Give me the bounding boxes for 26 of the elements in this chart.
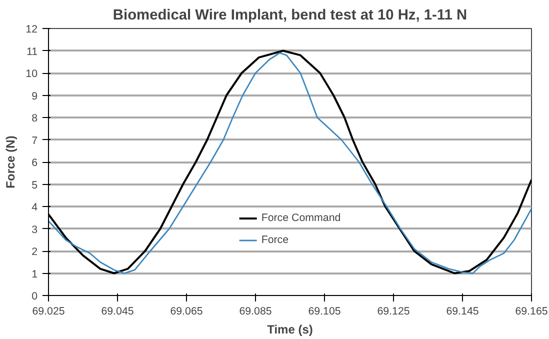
x-tick-label: 69.065 (170, 306, 203, 318)
y-tick-label: 0 (32, 290, 38, 302)
y-tick-label: 3 (32, 224, 38, 236)
y-tick-label: 2 (32, 246, 38, 258)
y-tick-label: 8 (32, 112, 38, 124)
chart-title: Biomedical Wire Implant, bend test at 10 Hz, 1-11 N (112, 8, 468, 24)
y-tick-label: 4 (32, 202, 38, 214)
x-tick-label: 69.145 (446, 306, 479, 318)
x-axis-title: Time (s) (267, 322, 313, 336)
x-tick-label: 69.085 (239, 306, 272, 318)
y-tick-label: 6 (32, 157, 38, 169)
y-tick-label: 10 (26, 68, 38, 80)
y-tick-label: 5 (32, 179, 38, 192)
x-tick-label: 69.125 (377, 306, 410, 318)
y-tick-label: 12 (26, 24, 38, 36)
x-tick-label: 69.105 (308, 306, 341, 318)
x-tick-label: 69.165 (515, 306, 548, 318)
y-tick-label: 11 (26, 46, 38, 58)
y-tick-label: 7 (32, 134, 38, 147)
y-tick-label: 1 (32, 268, 38, 280)
y-tick-label: 9 (32, 90, 38, 102)
legend-label: Force (261, 234, 289, 246)
x-tick-label: 69.025 (32, 306, 65, 318)
x-tick-label: 69.045 (101, 306, 134, 318)
legend-label: Force Command (261, 212, 341, 224)
y-axis-title: Force (N) (4, 136, 18, 188)
